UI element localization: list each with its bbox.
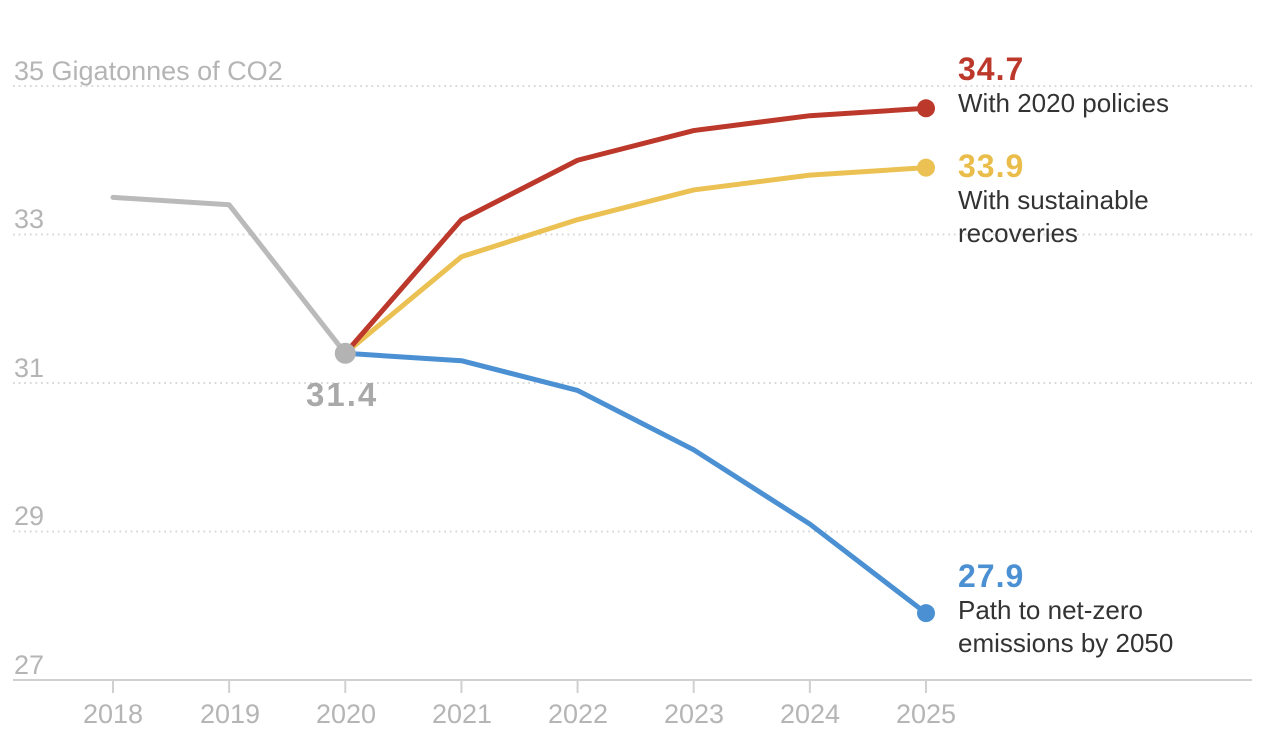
y-axis-label-27: 27	[14, 650, 45, 680]
annotation-label-netzero-line2: emissions by 2050	[958, 628, 1174, 658]
y-axis-label-29: 29	[14, 501, 45, 531]
series-line-with-sustainable-recoveries	[342, 165, 929, 356]
series-endpoint-dot-historical-emissions	[334, 342, 356, 364]
x-tick-label-2024: 2024	[779, 699, 841, 729]
annotation-label-policies: With 2020 policies	[958, 88, 1169, 118]
annotation-label-sustainable-line2: recoveries	[958, 218, 1078, 248]
annotation-value-sustainable: 33.9	[958, 148, 1025, 184]
series-line-path-to-net-zero-emissions-by-2050	[342, 350, 929, 616]
annotation-label-sustainable-line1: With sustainable	[958, 185, 1149, 215]
annotation-net-zero: 27.9 Path to net-zero emissions by 2050	[958, 558, 1173, 660]
annotation-with-2020-policies: 34.7 With 2020 policies	[958, 51, 1169, 120]
x-tick-label-2022: 2022	[547, 699, 609, 729]
series-endpoint-dot-with-2020-policies	[917, 99, 935, 118]
series-line-historical-emissions	[110, 194, 348, 356]
x-tick-label-2018: 2018	[82, 699, 144, 729]
x-tick-label-2019: 2019	[199, 699, 261, 729]
annotation-value-policies: 34.7	[958, 51, 1025, 87]
x-tick-label-2025: 2025	[895, 699, 957, 729]
y-axis-label-33: 33	[14, 204, 45, 234]
series-endpoint-dot-path-to-net-zero-emissions-by-2050	[917, 604, 935, 623]
series-endpoint-dot-with-sustainable-recoveries	[917, 158, 935, 177]
y-axis-label-31: 31	[14, 353, 45, 383]
annotation-sustainable-recoveries: 33.9 With sustainable recoveries	[958, 148, 1149, 250]
series-line-with-2020-policies	[342, 105, 929, 356]
annotation-2020-value: 31.4	[306, 376, 379, 413]
x-tick-label-2020: 2020	[315, 699, 377, 729]
x-tick-label-2021: 2021	[431, 699, 493, 729]
y-axis-label-35-gigatonnes: 35 Gigatonnes of CO2	[14, 56, 283, 86]
annotation-value-netzero: 27.9	[958, 558, 1025, 594]
x-tick-label-2023: 2023	[663, 699, 725, 729]
annotation-label-netzero-line1: Path to net-zero	[958, 595, 1143, 625]
